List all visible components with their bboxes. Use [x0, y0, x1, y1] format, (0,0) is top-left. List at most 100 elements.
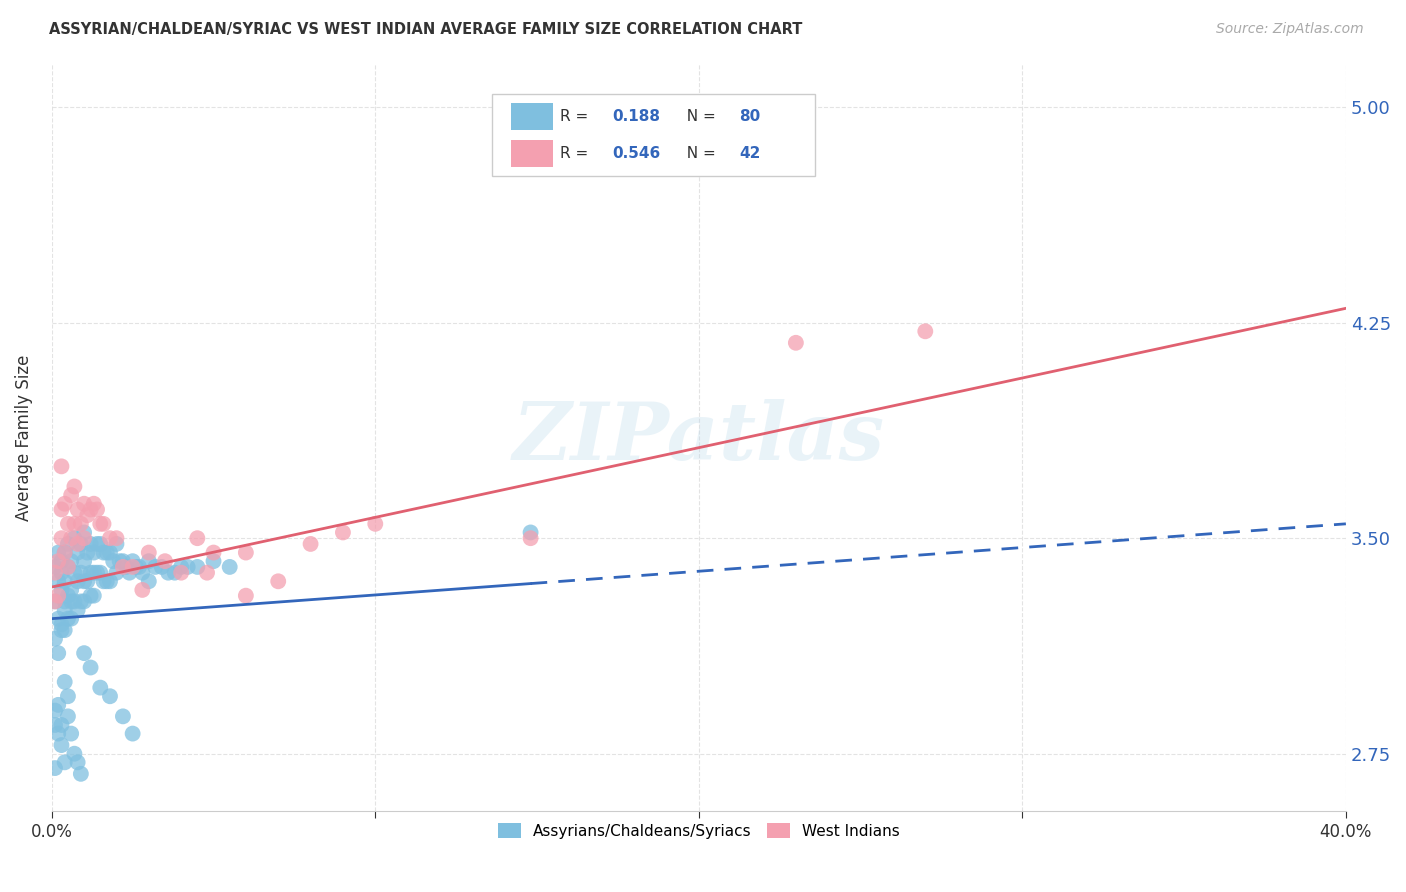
Point	[44, 594, 66, 608]
Point	[63, 516, 86, 531]
Point	[235, 545, 257, 559]
Point	[79, 566, 101, 580]
Point	[121, 726, 143, 740]
Point	[86, 537, 108, 551]
Point	[53, 545, 76, 559]
Point	[46, 726, 69, 740]
Point	[170, 566, 193, 580]
Text: 0.188: 0.188	[612, 109, 659, 124]
Text: Source: ZipAtlas.com: Source: ZipAtlas.com	[1216, 22, 1364, 37]
Y-axis label: Average Family Size: Average Family Size	[15, 354, 32, 521]
Point	[56, 612, 79, 626]
Point	[131, 566, 153, 580]
Point	[53, 497, 76, 511]
Text: 80: 80	[740, 109, 761, 124]
Point	[60, 488, 83, 502]
Point	[98, 545, 121, 559]
Point	[115, 560, 138, 574]
Point	[105, 537, 128, 551]
Point	[202, 545, 225, 559]
Point	[105, 566, 128, 580]
Point	[76, 574, 98, 589]
Point	[56, 560, 79, 574]
Point	[70, 566, 93, 580]
Point	[235, 589, 257, 603]
Point	[914, 324, 936, 338]
Point	[46, 545, 69, 559]
Point	[51, 718, 73, 732]
Point	[63, 594, 86, 608]
Point	[89, 566, 111, 580]
Point	[60, 726, 83, 740]
Point	[44, 761, 66, 775]
Point	[138, 545, 160, 559]
Point	[70, 516, 93, 531]
Point	[60, 554, 83, 568]
Point	[60, 582, 83, 597]
Text: ASSYRIAN/CHALDEAN/SYRIAC VS WEST INDIAN AVERAGE FAMILY SIZE CORRELATION CHART: ASSYRIAN/CHALDEAN/SYRIAC VS WEST INDIAN …	[49, 22, 803, 37]
Point	[103, 554, 125, 568]
Point	[73, 531, 96, 545]
Point	[138, 574, 160, 589]
Point	[56, 709, 79, 723]
Point	[153, 554, 176, 568]
Point	[56, 589, 79, 603]
Point	[86, 502, 108, 516]
Point	[46, 646, 69, 660]
Text: R =: R =	[561, 109, 593, 124]
Point	[98, 690, 121, 704]
Point	[96, 574, 118, 589]
Point	[332, 525, 354, 540]
Text: R =: R =	[561, 146, 593, 161]
Point	[53, 623, 76, 637]
Point	[73, 497, 96, 511]
Point	[51, 617, 73, 632]
Point	[63, 479, 86, 493]
Point	[51, 566, 73, 580]
Point	[63, 747, 86, 761]
Point	[63, 566, 86, 580]
Point	[66, 756, 89, 770]
Point	[111, 554, 134, 568]
Point	[44, 632, 66, 646]
Point	[186, 531, 208, 545]
Point	[83, 545, 105, 559]
FancyBboxPatch shape	[492, 94, 815, 176]
Point	[51, 459, 73, 474]
Point	[143, 560, 166, 574]
Point	[73, 554, 96, 568]
Point	[96, 545, 118, 559]
Point	[76, 545, 98, 559]
Text: 0.546: 0.546	[612, 146, 661, 161]
Text: 42: 42	[740, 146, 761, 161]
Point	[76, 508, 98, 523]
Point	[73, 594, 96, 608]
Point	[73, 525, 96, 540]
Point	[364, 516, 387, 531]
Point	[98, 531, 121, 545]
Point	[79, 537, 101, 551]
Point	[83, 589, 105, 603]
Point	[111, 709, 134, 723]
Point	[93, 574, 115, 589]
Point	[83, 566, 105, 580]
Point	[125, 560, 148, 574]
Point	[176, 560, 198, 574]
Point	[56, 690, 79, 704]
Point	[121, 560, 143, 574]
Point	[51, 738, 73, 752]
Point	[93, 516, 115, 531]
Point	[131, 582, 153, 597]
Point	[79, 589, 101, 603]
Point	[51, 554, 73, 568]
Point	[56, 537, 79, 551]
Point	[73, 646, 96, 660]
Point	[89, 537, 111, 551]
Point	[53, 574, 76, 589]
Point	[44, 594, 66, 608]
Point	[66, 603, 89, 617]
Point	[51, 502, 73, 516]
Point	[70, 537, 93, 551]
Point	[519, 531, 541, 545]
FancyBboxPatch shape	[512, 103, 553, 130]
